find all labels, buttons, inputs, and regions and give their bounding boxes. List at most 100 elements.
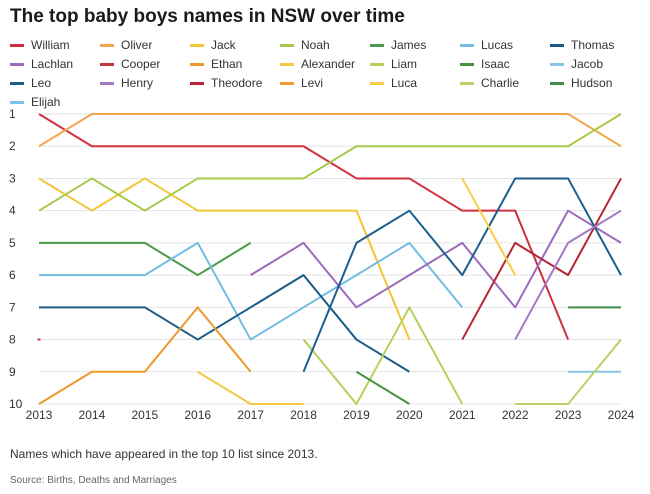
legend-swatch: [10, 43, 24, 47]
legend-swatch: [280, 43, 294, 47]
legend-item-elijah: Elijah: [10, 95, 60, 109]
legend-swatch: [280, 62, 294, 66]
legend-swatch: [10, 100, 24, 104]
legend-item-alexander: Alexander: [280, 57, 355, 71]
legend-item-jack: Jack: [190, 38, 236, 52]
x-tick-label: 2018: [290, 408, 317, 422]
legend-item-cooper: Cooper: [100, 57, 160, 71]
x-tick-label: 2015: [131, 408, 158, 422]
series-charlie: [515, 338, 622, 405]
legend-swatch: [460, 81, 474, 85]
legend-swatch: [190, 62, 204, 66]
y-tick-label: 9: [9, 365, 16, 379]
legend-label: Liam: [391, 57, 418, 71]
legend-item-thomas: Thomas: [550, 38, 614, 52]
line-alexander: [197, 370, 304, 405]
series-alexander: [197, 370, 304, 405]
x-tick-label: 2014: [79, 408, 106, 422]
series-lachlan: [250, 209, 622, 309]
x-tick-label: 2020: [396, 408, 423, 422]
legend-label: Luca: [391, 76, 418, 90]
legend-label: Ethan: [211, 57, 243, 71]
line-henry-segment: [514, 209, 622, 341]
y-tick-label: 1: [9, 107, 16, 121]
line-thomas: [39, 274, 410, 373]
series-thomas: [39, 274, 410, 373]
chart-title: The top baby boys names in NSW over time: [10, 6, 405, 27]
legend-item-lachlan: Lachlan: [10, 57, 73, 71]
line-isaac: [355, 370, 410, 405]
x-tick-label: 2013: [26, 408, 53, 422]
series-theodore: [461, 177, 622, 341]
legend-item-leo: Leo: [10, 76, 51, 90]
line-theodore: [461, 177, 622, 341]
y-tick-label: 8: [9, 333, 16, 347]
series-oliver: [38, 113, 622, 148]
legend-label: James: [391, 38, 427, 52]
legend-label: William: [31, 38, 70, 52]
series-henry-segment: [514, 209, 622, 341]
legend-label: Henry: [121, 76, 154, 90]
legend-swatch: [190, 43, 204, 47]
line-jack: [38, 177, 411, 340]
legend-swatch: [10, 81, 24, 85]
legend-item-oliver: Oliver: [100, 38, 152, 52]
legend-swatch: [370, 81, 384, 85]
legend-item-isaac: Isaac: [460, 57, 510, 71]
y-tick-label: 4: [9, 204, 16, 218]
line-lucas: [39, 241, 464, 341]
legend-swatch: [190, 81, 204, 85]
y-tick-label: 2: [9, 139, 16, 153]
legend-label: Hudson: [571, 76, 613, 90]
line-charlie: [515, 338, 622, 405]
line-ethan: [38, 306, 252, 405]
legend-label: Jacob: [571, 57, 604, 71]
legend-label: Noah: [301, 38, 330, 52]
y-tick-label: 3: [9, 171, 16, 185]
line-james: [39, 241, 252, 277]
legend-label: Lucas: [481, 38, 514, 52]
x-tick-label: 2016: [184, 408, 211, 422]
legend-label: Thomas: [571, 38, 615, 52]
legend-item-luca: Luca: [370, 76, 417, 90]
legend-label: Isaac: [481, 57, 510, 71]
legend-swatch: [100, 43, 114, 47]
legend-item-levi: Levi: [280, 76, 323, 90]
x-tick-label: 2022: [502, 408, 529, 422]
legend-label: Levi: [301, 76, 324, 90]
legend-label: Alexander: [301, 57, 356, 71]
series-ethan: [38, 306, 252, 405]
legend-item-theodore: Theodore: [190, 76, 262, 90]
legend-swatch: [550, 62, 564, 66]
legend-label: Elijah: [31, 95, 61, 109]
legend-swatch: [100, 62, 114, 66]
series-luca: [461, 177, 517, 276]
line-leo: [302, 177, 622, 373]
legend-swatch: [100, 81, 114, 85]
chart-source: Source: Births, Deaths and Marriages: [10, 475, 177, 486]
legend-label: Theodore: [211, 76, 263, 90]
legend-item-jacob: Jacob: [550, 57, 603, 71]
legend-item-lucas: Lucas: [460, 38, 513, 52]
legend-item-liam: Liam: [370, 57, 417, 71]
legend-label: Cooper: [121, 57, 161, 71]
x-tick-label: 2021: [449, 408, 476, 422]
x-tick-label: 2017: [237, 408, 264, 422]
chart-note: Names which have appeared in the top 10 …: [10, 447, 318, 461]
series-leo: [302, 177, 622, 373]
x-tick-label: 2019: [343, 408, 370, 422]
legend-item-ethan: Ethan: [190, 57, 242, 71]
legend-swatch: [460, 43, 474, 47]
legend-swatch: [550, 43, 564, 47]
y-tick-label: 7: [9, 300, 16, 314]
y-tick-label: 10: [9, 397, 23, 411]
series-lucas: [39, 241, 464, 341]
legend-label: Leo: [31, 76, 52, 90]
legend-label: Jack: [211, 38, 236, 52]
legend-swatch: [280, 81, 294, 85]
series-liam: [302, 306, 464, 405]
series-james: [39, 241, 252, 277]
legend-swatch: [10, 62, 24, 66]
